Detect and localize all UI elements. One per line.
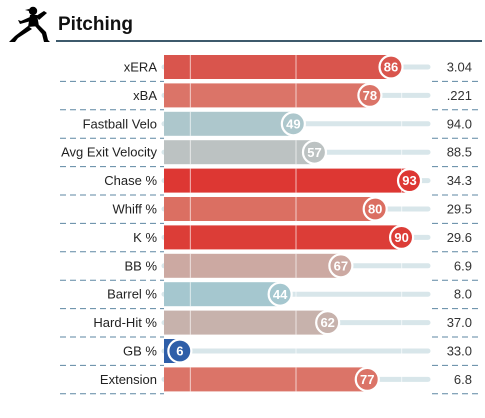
percentile-marker — [328, 253, 354, 279]
percentile-bar — [164, 253, 341, 278]
percentile-label: 77 — [360, 372, 374, 387]
percentile-bar — [164, 140, 315, 165]
stat-value: 3.04 — [447, 60, 472, 75]
metric-label: GB % — [123, 344, 157, 359]
percentile-label: 6 — [176, 344, 183, 359]
metric-label: Whiff % — [112, 202, 157, 217]
percentile-bar — [164, 282, 281, 307]
percentile-marker — [280, 111, 306, 137]
percentile-marker — [378, 54, 404, 80]
percentile-bar — [164, 83, 370, 108]
percentile-label: 67 — [334, 258, 348, 273]
percentile-label: 62 — [320, 315, 334, 330]
percentile-label: 78 — [363, 88, 377, 103]
percentile-marker — [167, 338, 193, 364]
stat-value: 6.9 — [454, 258, 472, 273]
stat-value: 94.0 — [447, 116, 472, 131]
metric-label: Avg Exit Velocity — [61, 145, 157, 160]
stat-value: 29.5 — [447, 202, 472, 217]
metric-label: Fastball Velo — [83, 116, 157, 131]
stat-value: 6.8 — [454, 372, 472, 387]
percentile-marker — [389, 224, 415, 250]
metric-label: xERA — [124, 60, 158, 75]
percentile-marker — [315, 310, 341, 336]
stat-value: .221 — [447, 88, 472, 103]
stat-value: 34.3 — [447, 173, 472, 188]
metric-label: Barrel % — [107, 287, 157, 302]
metric-label: Extension — [100, 372, 157, 387]
percentile-bar — [164, 225, 402, 250]
stat-value: 29.6 — [447, 230, 472, 245]
header-divider — [56, 40, 482, 42]
percentile-label: 57 — [307, 145, 321, 160]
percentile-bar — [164, 367, 368, 392]
percentile-label: 80 — [368, 202, 382, 217]
stat-value: 33.0 — [447, 344, 472, 359]
percentile-bar — [164, 55, 392, 79]
metric-label: Chase % — [104, 173, 157, 188]
percentile-bar — [164, 197, 376, 221]
stat-value: 37.0 — [447, 315, 472, 330]
stat-value: 8.0 — [454, 287, 472, 302]
percentile-bar — [164, 168, 410, 193]
percentile-label: 49 — [286, 116, 300, 131]
percentile-marker — [267, 281, 293, 307]
percentile-bar — [164, 310, 328, 335]
section-title: Pitching — [58, 14, 133, 35]
percentile-label: 86 — [384, 60, 398, 75]
percentile-marker — [396, 168, 423, 194]
percentile-label: 93 — [402, 173, 416, 188]
metric-label: Hard-Hit % — [93, 315, 157, 330]
percentile-marker — [357, 82, 383, 109]
metric-label: BB % — [124, 258, 157, 273]
percentile-bar — [164, 111, 294, 136]
metric-label: xBA — [133, 88, 157, 103]
stat-value: 88.5 — [447, 145, 472, 160]
percentile-label: 90 — [394, 230, 408, 245]
percentile-marker — [301, 139, 328, 165]
metric-label: K % — [133, 230, 157, 245]
percentile-label: 44 — [273, 287, 288, 302]
percentile-marker — [362, 196, 388, 222]
section-header: Pitching — [0, 0, 485, 46]
pitcher-silhouette-icon — [9, 6, 50, 42]
percentile-marker — [354, 366, 380, 392]
